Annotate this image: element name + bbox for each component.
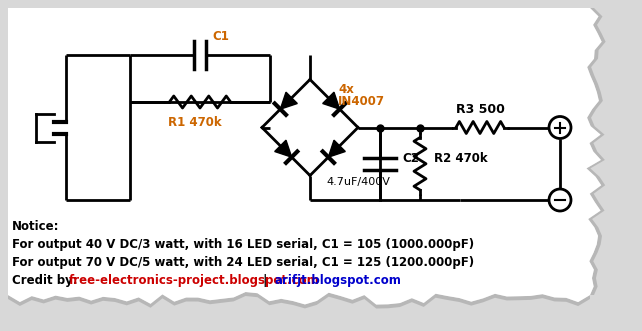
Polygon shape xyxy=(275,140,291,157)
Text: C2: C2 xyxy=(402,152,419,165)
Text: Notice:: Notice: xyxy=(12,220,60,233)
Text: 4.7uF/400V: 4.7uF/400V xyxy=(326,177,390,187)
Polygon shape xyxy=(281,92,297,109)
Text: For output 70 V DC/5 watt, with 24 LED serial, C1 = 125 (1200.000pF): For output 70 V DC/5 watt, with 24 LED s… xyxy=(12,256,474,269)
Text: Credit by:: Credit by: xyxy=(12,274,82,287)
Text: R1 470k: R1 470k xyxy=(168,116,222,128)
Text: free-electronics-project.blogspot.com: free-electronics-project.blogspot.com xyxy=(69,274,320,287)
Polygon shape xyxy=(8,8,602,305)
Polygon shape xyxy=(586,8,605,295)
Text: 4x: 4x xyxy=(338,83,354,96)
Text: IN4007: IN4007 xyxy=(338,95,385,108)
Polygon shape xyxy=(8,292,590,308)
Polygon shape xyxy=(328,140,345,157)
Text: R3 500: R3 500 xyxy=(456,103,505,116)
Text: arifjt.blogspot.com: arifjt.blogspot.com xyxy=(275,274,401,287)
Text: C1: C1 xyxy=(212,30,229,43)
Text: For output 40 V DC/3 watt, with 16 LED serial, C1 = 105 (1000.000pF): For output 40 V DC/3 watt, with 16 LED s… xyxy=(12,238,474,251)
Text: |: | xyxy=(259,274,272,287)
Polygon shape xyxy=(323,92,340,109)
Text: R2 470k: R2 470k xyxy=(434,152,488,165)
